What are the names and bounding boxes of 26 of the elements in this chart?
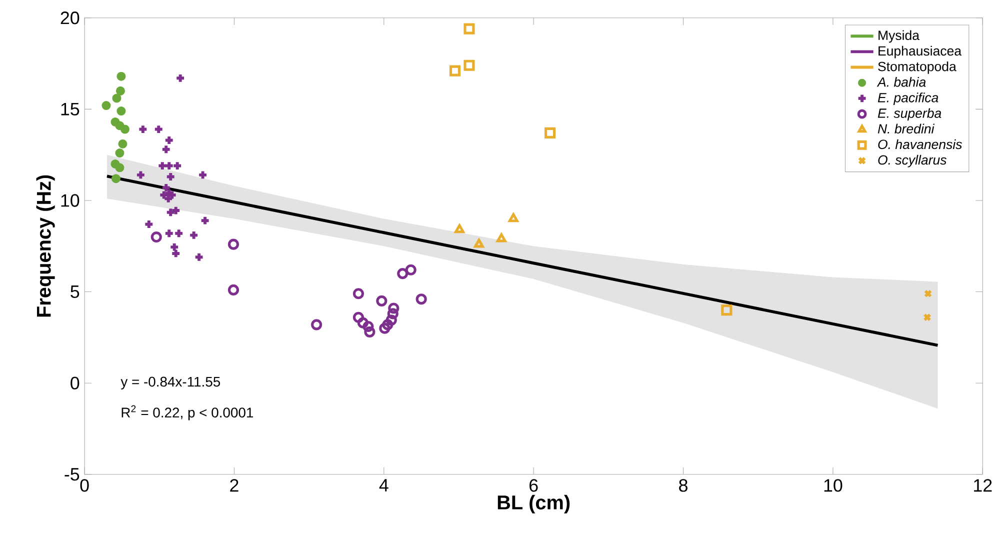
legend-label: O. scyllarus bbox=[878, 154, 946, 168]
x-tick-label: 4 bbox=[379, 479, 388, 492]
annotation: y = -0.84x-11.55 bbox=[120, 376, 220, 390]
x-axis-title: BL (cm) bbox=[498, 494, 570, 514]
x-tick-label: 2 bbox=[230, 479, 238, 492]
legend-label: E. superba bbox=[878, 108, 942, 121]
legend-label: Stomatopoda bbox=[878, 61, 956, 74]
x-tick-label: 6 bbox=[530, 479, 538, 492]
legend-label: Euphausiacea bbox=[878, 46, 962, 58]
legend-label: Mysida bbox=[878, 30, 920, 43]
x-tick-label: 0 bbox=[80, 479, 89, 492]
x-tick-label: 10 bbox=[824, 479, 842, 492]
y-axis-title: Frequency (Hz) bbox=[36, 175, 55, 317]
annotation: R$^{2}$ = 0.22, p < 0.0001 bbox=[122, 405, 253, 420]
x-tick-label: 8 bbox=[679, 479, 688, 492]
y-tick-label: 10 bbox=[61, 194, 80, 207]
y-tick-label: -5 bbox=[64, 468, 80, 481]
legend-label: O. havanensis bbox=[878, 139, 962, 150]
legend-label: N. bredini bbox=[878, 124, 935, 134]
legend-label: A. bahia bbox=[876, 77, 926, 87]
y-tick-label: 5 bbox=[70, 286, 80, 298]
y-tick-label: 15 bbox=[61, 102, 80, 116]
legend-label: E. pacifica bbox=[878, 92, 938, 105]
x-tick-label: 12 bbox=[974, 479, 992, 492]
y-tick-label: 0 bbox=[70, 376, 80, 390]
y-tick-label: 20 bbox=[60, 12, 80, 24]
